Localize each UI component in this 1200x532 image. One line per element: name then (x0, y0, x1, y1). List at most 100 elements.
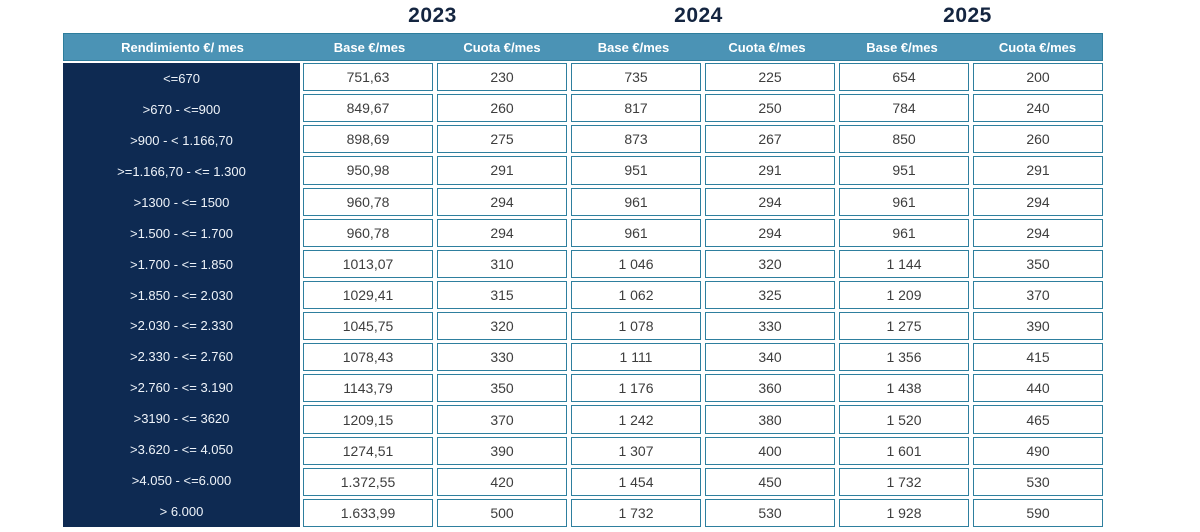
header-cuota-2023: Cuota €/mes (463, 39, 541, 55)
table-cell: 590 (973, 498, 1103, 527)
table-cell: 1 111 (571, 343, 701, 372)
table-cell: 1 144 (839, 249, 969, 278)
table-cell: 1.372,55 (303, 467, 433, 496)
table-cell: 1 307 (571, 436, 701, 465)
table-cell: 817 (571, 94, 701, 123)
table-cell: 260 (437, 94, 567, 123)
table-cell: 275 (437, 125, 567, 154)
table-cell: 1 062 (571, 280, 701, 310)
bracket-label: >670 - <=900 (142, 101, 221, 117)
year-title-spacer (63, 0, 300, 31)
header-base-2024: Base €/mes (597, 39, 670, 55)
table-cell: 1 454 (571, 467, 701, 496)
table-cell: 1 176 (571, 374, 701, 403)
table-cell: 294 (973, 187, 1103, 216)
table-cell: 465 (973, 405, 1103, 434)
table-cell: 849,67 (303, 94, 433, 123)
table-header-row: Rendimiento €/ mes Base €/mes Cuota €/me… (63, 33, 1103, 61)
table-cell: 291 (973, 156, 1103, 185)
table-cell: 320 (705, 249, 835, 278)
year-titles-row: 2023 2024 2025 (63, 0, 1103, 31)
table-cell: 291 (705, 156, 835, 185)
table-cell: 490 (973, 436, 1103, 465)
table-cell: 310 (437, 249, 567, 278)
table-cell: 950,98 (303, 156, 433, 185)
bracket-label: >2.760 - <= 3.190 (129, 380, 233, 396)
bracket-label: <=670 (163, 70, 200, 86)
table-cell: 1 046 (571, 249, 701, 278)
table-cell: 500 (437, 498, 567, 527)
bracket-label: >3190 - <= 3620 (133, 411, 230, 427)
table-cell: 1013,07 (303, 249, 433, 278)
table-cell: 415 (973, 343, 1103, 372)
bracket-label: >1.500 - <= 1.700 (129, 225, 233, 241)
table-cell: 294 (705, 218, 835, 247)
header-cuota-2025: Cuota €/mes (998, 39, 1077, 55)
table-cell: 751,63 (303, 63, 433, 92)
bracket-label: >900 - < 1.166,70 (130, 132, 233, 148)
bracket-label: >2.030 - <= 2.330 (129, 318, 233, 334)
table-cell: 530 (705, 498, 835, 527)
bracket-label: >1.850 - <= 2.030 (129, 287, 233, 303)
table-cell: 1209,15 (303, 405, 433, 434)
table-cell: 1 928 (839, 498, 969, 527)
table-cell: 961 (571, 187, 701, 216)
table-cell: 1078,43 (303, 343, 433, 372)
table-cell: 1 209 (839, 280, 969, 310)
table-cell: 225 (705, 63, 835, 92)
table-cell: 380 (705, 405, 835, 434)
table-cell: 1 601 (839, 436, 969, 465)
table-cell: 325 (705, 280, 835, 310)
bracket-label: >2.330 - <= 2.760 (129, 349, 233, 365)
header-base-2023: Base €/mes (333, 39, 406, 55)
table-cell: 370 (437, 405, 567, 434)
table-cell: 360 (705, 374, 835, 403)
table-cell: 1 438 (839, 374, 969, 403)
table-cell: 440 (973, 374, 1103, 403)
table-cell: 1 078 (571, 312, 701, 341)
bracket-label: >4.050 - <=6.000 (131, 473, 232, 489)
table-cell: 961 (839, 187, 969, 216)
header-rendimiento: Rendimiento €/ mes (121, 39, 244, 55)
table-cell: 960,78 (303, 187, 433, 216)
table-cell: 961 (839, 218, 969, 247)
table-cell: 530 (973, 467, 1103, 496)
table-cell: 951 (839, 156, 969, 185)
table-cell: 330 (437, 343, 567, 372)
bracket-label: >3.620 - <= 4.050 (129, 442, 233, 458)
table-cell: 350 (973, 249, 1103, 278)
table-cell: 370 (973, 280, 1103, 310)
table-cell: 951 (571, 156, 701, 185)
table-cell: 1 356 (839, 343, 969, 372)
table-cell: 1 242 (571, 405, 701, 434)
rendimiento-column: <=670 >670 - <=900 >900 - < 1.166,70 >=1.16… (63, 63, 300, 527)
table-cell: 961 (571, 218, 701, 247)
table-cell: 1 275 (839, 312, 969, 341)
data-grid: 751,63 230 735 225 654 200 849,67 260 817 250 784 2… (303, 63, 1103, 527)
table-cell: 450 (705, 467, 835, 496)
table-cell: 420 (437, 467, 567, 496)
table-cell: 260 (973, 125, 1103, 154)
table-cell: 1143,79 (303, 374, 433, 403)
year-title-2024: 2024 (674, 3, 723, 27)
table-cell: 390 (973, 312, 1103, 341)
table-cell: 320 (437, 312, 567, 341)
table-cell: 1274,51 (303, 436, 433, 465)
bracket-label: >1.700 - <= 1.850 (129, 256, 233, 272)
table-cell: 267 (705, 125, 835, 154)
table-cell: 390 (437, 436, 567, 465)
table-cell: 850 (839, 125, 969, 154)
table-cell: 400 (705, 436, 835, 465)
table-cell: 898,69 (303, 125, 433, 154)
bracket-label: > 6.000 (159, 504, 204, 520)
table-body: <=670 >670 - <=900 >900 - < 1.166,70 >=1.16… (63, 63, 1103, 527)
table-cell: 350 (437, 374, 567, 403)
bracket-label: >=1.166,70 - <= 1.300 (117, 163, 246, 179)
table-cell: 784 (839, 94, 969, 123)
table-cell: 654 (839, 63, 969, 92)
table-cell: 330 (705, 312, 835, 341)
table-cell: 294 (973, 218, 1103, 247)
table-cell: 1045,75 (303, 312, 433, 341)
table-cell: 315 (437, 280, 567, 310)
